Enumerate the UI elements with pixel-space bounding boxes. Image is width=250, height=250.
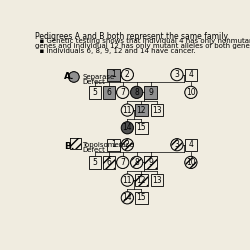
- Circle shape: [185, 157, 196, 168]
- Text: Pedigrees A and B both represent the same family.: Pedigrees A and B both represent the sam…: [35, 32, 230, 40]
- Text: 4: 4: [188, 70, 193, 79]
- Circle shape: [121, 192, 134, 204]
- Bar: [107, 138, 120, 151]
- Circle shape: [130, 156, 143, 168]
- Circle shape: [121, 104, 134, 116]
- Circle shape: [171, 68, 183, 81]
- Bar: [102, 86, 115, 99]
- Bar: [150, 104, 163, 116]
- Bar: [107, 68, 120, 81]
- Text: 14: 14: [122, 193, 132, 202]
- Text: 11: 11: [122, 176, 132, 185]
- Circle shape: [122, 192, 133, 203]
- Circle shape: [171, 138, 183, 151]
- Text: 9: 9: [148, 88, 153, 97]
- Bar: [185, 138, 197, 151]
- Circle shape: [122, 122, 133, 133]
- Circle shape: [131, 87, 142, 98]
- Circle shape: [117, 157, 128, 168]
- Bar: [185, 68, 197, 81]
- Circle shape: [121, 138, 134, 151]
- Text: 15: 15: [136, 193, 146, 202]
- Circle shape: [117, 87, 128, 98]
- Circle shape: [185, 156, 197, 168]
- Text: 13: 13: [152, 176, 162, 185]
- Text: B.: B.: [64, 142, 74, 151]
- Text: 1: 1: [111, 70, 116, 79]
- Circle shape: [171, 139, 182, 150]
- Bar: [135, 104, 147, 116]
- Text: 4: 4: [188, 140, 193, 149]
- Bar: [102, 156, 115, 168]
- Circle shape: [122, 139, 133, 150]
- Text: 2: 2: [125, 140, 130, 149]
- Circle shape: [122, 104, 133, 116]
- Text: 9: 9: [148, 158, 153, 167]
- Text: Defect: Defect: [82, 147, 105, 153]
- Text: 5: 5: [92, 158, 97, 167]
- Circle shape: [131, 157, 142, 168]
- Circle shape: [121, 122, 134, 134]
- Bar: [144, 86, 157, 99]
- Text: 7: 7: [120, 158, 125, 167]
- Text: 12: 12: [136, 106, 146, 114]
- Circle shape: [185, 87, 196, 98]
- Bar: [102, 156, 115, 168]
- Bar: [135, 174, 147, 186]
- Circle shape: [171, 69, 182, 80]
- Text: 3: 3: [174, 140, 180, 149]
- Text: 3: 3: [174, 70, 180, 79]
- Bar: [70, 138, 81, 148]
- Text: 14: 14: [122, 123, 132, 132]
- Text: 6: 6: [106, 158, 111, 167]
- Circle shape: [130, 86, 143, 99]
- Text: Defect: Defect: [82, 78, 105, 84]
- Text: 13: 13: [152, 106, 162, 114]
- Bar: [88, 156, 101, 168]
- Bar: [70, 138, 81, 148]
- Text: 7: 7: [120, 88, 125, 97]
- Bar: [135, 174, 147, 186]
- Circle shape: [122, 174, 133, 186]
- Bar: [88, 86, 101, 99]
- Circle shape: [185, 86, 197, 99]
- Circle shape: [116, 86, 129, 99]
- Circle shape: [116, 156, 129, 168]
- Text: ▪ Individuals 6, 8, 9, 12 and 14 have cancer.: ▪ Individuals 6, 8, 9, 12 and 14 have ca…: [35, 48, 196, 54]
- Text: Separase: Separase: [82, 74, 115, 80]
- Text: 1: 1: [111, 140, 116, 149]
- Bar: [135, 122, 147, 134]
- Bar: [144, 156, 157, 168]
- Text: ▪ Genetic testing shows that individual 4 has only nonmutant alleles of both: ▪ Genetic testing shows that individual …: [35, 38, 250, 44]
- Text: 5: 5: [92, 88, 97, 97]
- Text: 10: 10: [186, 158, 196, 167]
- Text: 8: 8: [134, 158, 139, 167]
- Bar: [150, 174, 163, 186]
- Circle shape: [122, 69, 133, 80]
- Text: Topoisomerase: Topoisomerase: [82, 142, 134, 148]
- Bar: [144, 156, 157, 168]
- Text: 11: 11: [122, 106, 132, 114]
- Text: 6: 6: [106, 88, 111, 97]
- Text: genes and individual 12 has only mutant alleles of both genes.: genes and individual 12 has only mutant …: [35, 43, 250, 49]
- Bar: [135, 192, 147, 204]
- Text: 12: 12: [136, 176, 146, 185]
- Circle shape: [121, 68, 134, 81]
- Circle shape: [69, 72, 79, 82]
- Text: 2: 2: [125, 70, 130, 79]
- Text: 10: 10: [186, 88, 196, 97]
- Text: 8: 8: [134, 88, 139, 97]
- Text: 15: 15: [136, 123, 146, 132]
- Circle shape: [121, 174, 134, 186]
- Text: A.: A.: [64, 72, 74, 80]
- Circle shape: [68, 72, 79, 82]
